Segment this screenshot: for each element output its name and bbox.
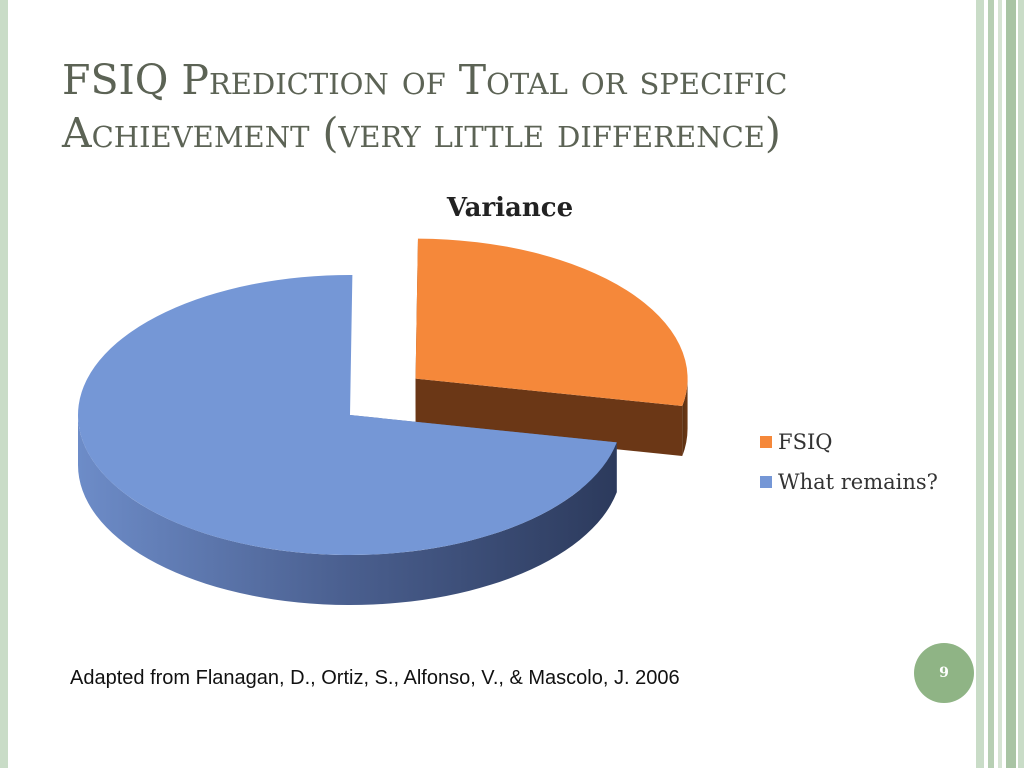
- chart-title: Variance: [446, 193, 574, 223]
- pie-side-fsiq: [682, 378, 688, 457]
- page-number: 9: [939, 665, 949, 681]
- legend-item-what-remains: What remains?: [760, 462, 938, 502]
- citation-text: Adapted from Flanagan, D., Ortiz, S., Al…: [70, 667, 680, 689]
- legend-label-fsiq: FSIQ: [778, 430, 833, 454]
- pie-side-what-remains: [78, 415, 617, 605]
- legend-item-fsiq: FSIQ: [760, 422, 938, 462]
- pie-top-fsiq: [415, 238, 688, 407]
- slide-title: FSIQ Prediction of Total or specific Ach…: [62, 56, 788, 157]
- left-border: [0, 0, 8, 768]
- page-number-badge: 9: [914, 643, 974, 703]
- legend-swatch-what-remains: [760, 476, 772, 488]
- pie-top-what-remains: [77, 275, 617, 555]
- pie-slice-what-remains: [77, 275, 617, 605]
- pie-edge-fsiq: [415, 378, 683, 457]
- pie-slice-fsiq: [415, 238, 688, 457]
- right-decorative-stripes: [976, 0, 1024, 768]
- chart-legend: FSIQ What remains?: [760, 422, 938, 502]
- legend-swatch-fsiq: [760, 436, 772, 448]
- legend-label-what-remains: What remains?: [778, 470, 938, 494]
